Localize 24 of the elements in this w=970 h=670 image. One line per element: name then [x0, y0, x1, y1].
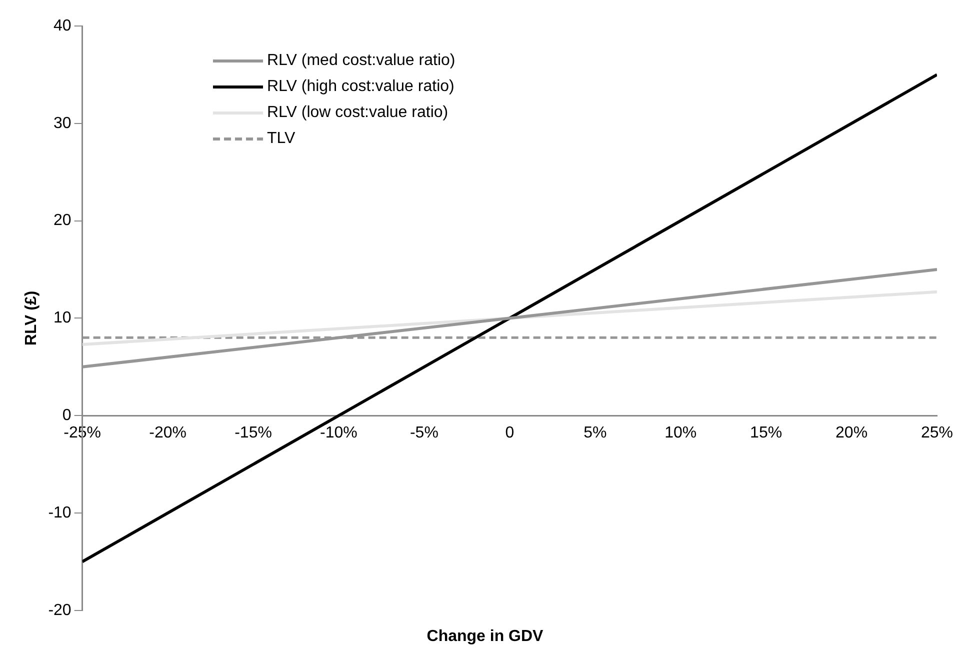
legend-label: RLV (med cost:value ratio): [267, 51, 456, 71]
x-tick-label: -20%: [149, 424, 186, 442]
x-tick-label: 25%: [920, 424, 954, 442]
x-tick-label: -10%: [320, 424, 358, 442]
y-tick-label: 0: [62, 407, 72, 424]
legend-label: RLV (low cost:value ratio): [267, 103, 448, 123]
y-tick-label: 10: [54, 310, 72, 327]
legend-label: TLV: [267, 129, 296, 149]
y-tick-label: -10: [48, 504, 72, 522]
x-tick-label: 5%: [584, 424, 607, 442]
x-tick-label: -5%: [410, 424, 438, 442]
x-axis-title: Change in GDV: [426, 628, 544, 646]
y-tick-label: 30: [54, 114, 72, 132]
x-tick-label: -25%: [64, 424, 102, 442]
x-tick-label: 15%: [750, 424, 782, 442]
legend-label: RLV (high cost:value ratio): [267, 77, 454, 97]
y-tick-label: 40: [54, 17, 72, 34]
x-tick-label: 0: [505, 424, 514, 442]
y-tick-label: -20: [48, 602, 72, 619]
y-axis-title: RLV (£): [23, 290, 40, 346]
x-tick-label: 20%: [836, 424, 868, 442]
x-tick-label: 10%: [664, 424, 697, 442]
x-tick-label: -15%: [234, 424, 272, 442]
y-tick-label: 20: [54, 212, 72, 230]
